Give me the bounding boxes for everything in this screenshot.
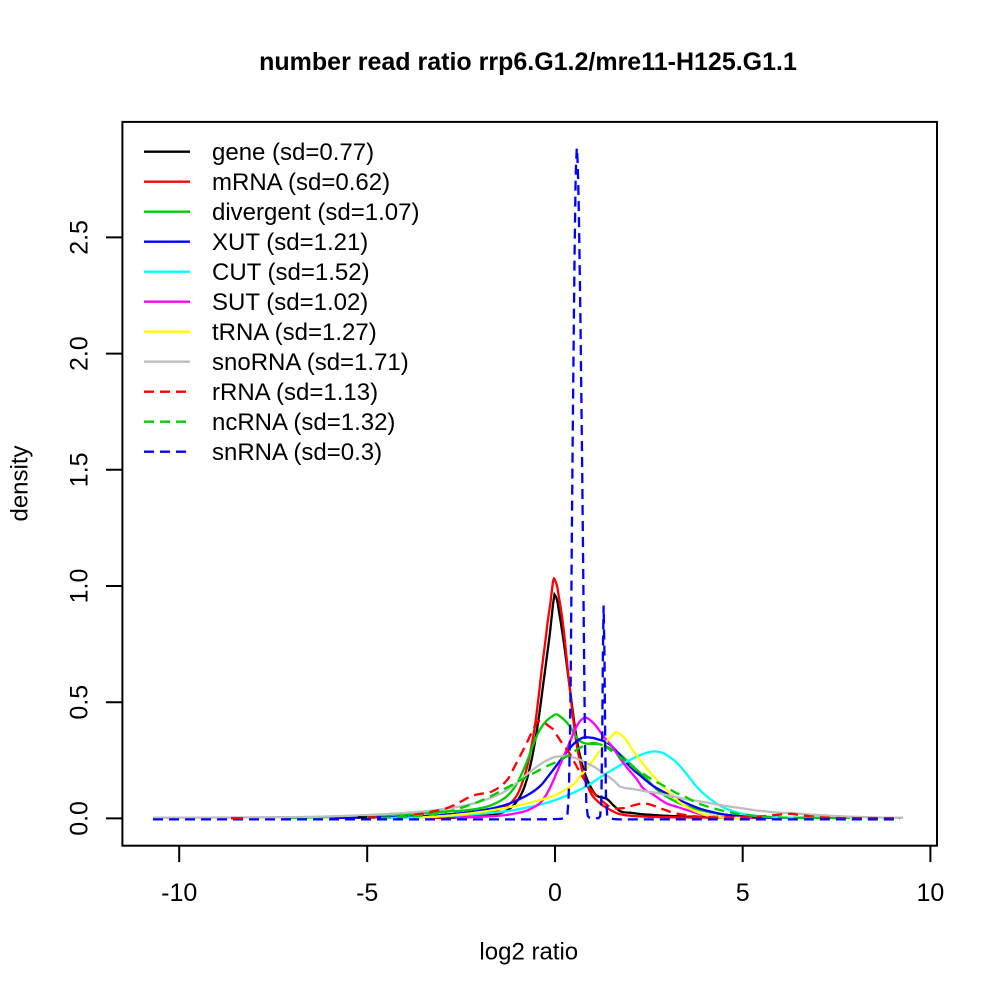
svg-text:gene (sd=0.77): gene (sd=0.77) xyxy=(212,139,374,166)
svg-text:-5: -5 xyxy=(356,879,378,907)
svg-text:rRNA (sd=1.13): rRNA (sd=1.13) xyxy=(212,379,378,406)
svg-text:2.0: 2.0 xyxy=(66,336,94,371)
svg-text:2.5: 2.5 xyxy=(66,220,94,255)
svg-text:0.0: 0.0 xyxy=(66,801,94,836)
svg-text:density: density xyxy=(7,445,34,521)
svg-text:0: 0 xyxy=(548,879,562,907)
svg-text:XUT (sd=1.21): XUT (sd=1.21) xyxy=(212,229,368,256)
svg-text:5: 5 xyxy=(736,879,750,907)
svg-text:ncRNA (sd=1.32): ncRNA (sd=1.32) xyxy=(212,409,395,436)
svg-text:0.5: 0.5 xyxy=(66,685,94,720)
svg-text:number read ratio rrp6.G1.2/mr: number read ratio rrp6.G1.2/mre11-H125.G… xyxy=(259,48,797,76)
svg-text:snoRNA (sd=1.71): snoRNA (sd=1.71) xyxy=(212,349,409,376)
svg-text:log2 ratio: log2 ratio xyxy=(479,939,578,966)
svg-text:-10: -10 xyxy=(161,879,197,907)
svg-text:tRNA (sd=1.27): tRNA (sd=1.27) xyxy=(212,319,377,346)
svg-text:snRNA (sd=0.3): snRNA (sd=0.3) xyxy=(212,439,382,466)
svg-text:mRNA (sd=0.62): mRNA (sd=0.62) xyxy=(212,169,390,196)
svg-text:10: 10 xyxy=(916,879,944,907)
svg-text:CUT (sd=1.52): CUT (sd=1.52) xyxy=(212,259,370,286)
svg-text:SUT (sd=1.02): SUT (sd=1.02) xyxy=(212,289,368,316)
svg-text:1.5: 1.5 xyxy=(66,452,94,487)
svg-text:1.0: 1.0 xyxy=(66,569,94,604)
svg-text:divergent (sd=1.07): divergent (sd=1.07) xyxy=(212,199,419,226)
